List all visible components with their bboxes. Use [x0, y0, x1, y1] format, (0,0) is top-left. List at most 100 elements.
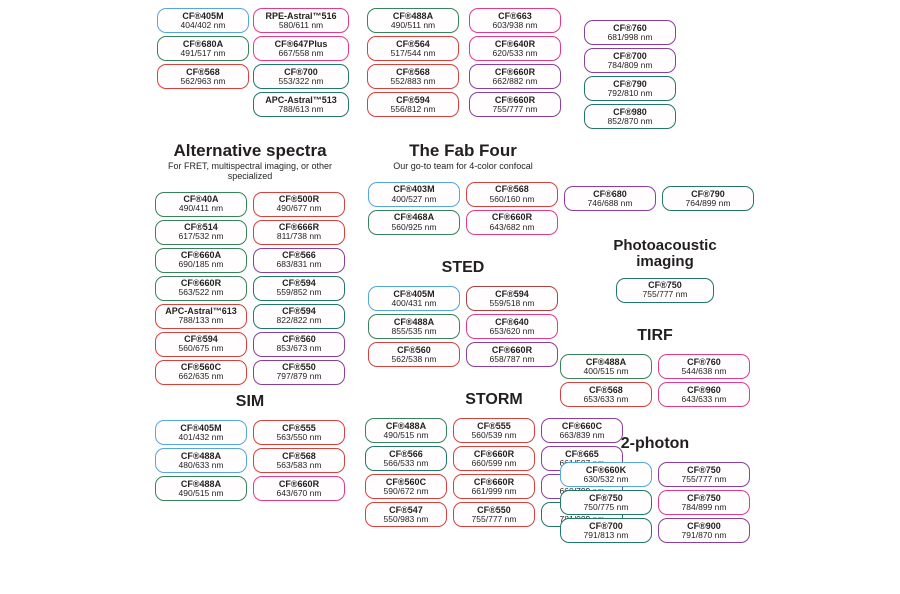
- dye-name: CF®660R: [278, 478, 320, 489]
- dye-wavelengths: 658/787 nm: [489, 353, 535, 364]
- dye-wavelengths: 400/431 nm: [391, 297, 437, 308]
- top-dye-column-3: CF®488A 490/511 nm CF®564 517/544 nm CF®568 5…: [367, 8, 459, 117]
- dye-wavelengths: 559/852 nm: [276, 287, 322, 298]
- dye-name: CF®680A: [182, 38, 224, 49]
- dye-name: CF®594: [282, 278, 316, 289]
- dye-box: CF®555 560/539 nm: [453, 417, 535, 443]
- section-photoacoustic: Photoacoustic imaging CF®750 755/777 nm: [590, 238, 740, 303]
- dye-name: APC-Astral™513: [265, 94, 337, 105]
- dye-box-list: CF®488A 400/515 nm CF®760 544/638 nm CF®568 6…: [560, 353, 750, 407]
- dye-box-list: CF®405M 400/431 nm CF®594 559/518 nm CF®488A…: [363, 285, 563, 367]
- section-title: STED: [441, 259, 485, 276]
- dye-box: CF®488A 490/511 nm: [367, 8, 459, 33]
- dye-wavelengths: 404/402 nm: [180, 19, 226, 30]
- section-title: Alternative spectra: [173, 141, 327, 160]
- dye-name: CF®594: [282, 306, 316, 317]
- dye-name: CF®488A: [585, 356, 627, 367]
- dye-wavelengths: 683/831 nm: [276, 259, 322, 270]
- dye-name: CF®566: [282, 250, 316, 261]
- dye-box: CF®666R 811/738 nm: [253, 219, 345, 245]
- dye-name: CF®403M: [393, 184, 435, 195]
- dye-box-list: CF®488A 490/511 nm CF®564 517/544 nm CF®568 5…: [367, 8, 459, 117]
- dye-name: CF®660R: [473, 476, 515, 487]
- dye-wavelengths: 630/532 nm: [583, 473, 629, 484]
- dye-wavelengths: 560/539 nm: [471, 429, 517, 440]
- dye-wavelengths: 663/839 nm: [559, 429, 605, 440]
- dye-box: CF®790 764/899 nm: [662, 186, 754, 211]
- dye-name: CF®405M: [393, 288, 435, 299]
- dye-name: CF®555: [477, 420, 511, 431]
- dye-wavelengths: 855/535 nm: [391, 325, 437, 336]
- dye-box: CF®405M 400/431 nm: [368, 285, 460, 311]
- section-title: The Fab Four: [409, 141, 517, 160]
- dye-box: APC-Astral™613 788/133 nm: [155, 303, 247, 329]
- dye-wavelengths: 490/515 nm: [178, 487, 224, 498]
- dye-box: CF®488A 855/535 nm: [368, 313, 460, 339]
- dye-name: RPE-Astral™516: [265, 10, 337, 21]
- section-sted: STED CF®405M 400/431 nm CF®594 559/518 nm CF…: [363, 259, 563, 367]
- dye-name: CF®405M: [180, 422, 222, 433]
- dye-wavelengths: 490/515 nm: [383, 429, 429, 440]
- dye-box: CF®488A 490/515 nm: [155, 475, 247, 501]
- dye-name: CF®700: [589, 520, 623, 531]
- dye-wavelengths: 563/550 nm: [276, 431, 322, 442]
- dye-name: CF®566: [389, 448, 423, 459]
- dye-name: CF®594: [495, 288, 529, 299]
- dye-wavelengths: 563/583 nm: [276, 459, 322, 470]
- dye-wavelengths: 617/532 nm: [178, 231, 224, 242]
- section-sim: SIM CF®405M 401/432 nm CF®555 563/550 nm CF®…: [150, 393, 350, 501]
- dye-box: CF®660R 643/670 nm: [253, 475, 345, 501]
- dye-name: CF®568: [282, 450, 316, 461]
- dye-box: CF®550 797/879 nm: [253, 359, 345, 385]
- dye-name: CF®760: [613, 22, 647, 33]
- dye-name: CF®647Plus: [274, 38, 328, 49]
- dye-box: CF®660R 643/682 nm: [466, 209, 558, 235]
- dye-wavelengths: 681/998 nm: [607, 31, 653, 42]
- dye-box: CF®594 559/518 nm: [466, 285, 558, 311]
- dye-box: APC-Astral™513 788/613 nm: [253, 92, 349, 117]
- dye-wavelengths: 811/738 nm: [276, 231, 322, 242]
- dye-wavelengths: 563/522 nm: [178, 287, 224, 298]
- dye-box: CF®680A 491/517 nm: [157, 36, 249, 61]
- dye-name: CF®660R: [180, 278, 222, 289]
- dye-name: CF®488A: [180, 478, 222, 489]
- dye-wavelengths: 746/688 nm: [587, 197, 633, 208]
- dye-name: CF®663: [498, 10, 532, 21]
- dye-box: CF®560 853/673 nm: [253, 331, 345, 357]
- section-title: Photoacoustic imaging: [613, 237, 717, 270]
- section-subtitle: Our go-to team for 4-color confocal: [393, 160, 533, 171]
- dye-box: CF®500R 490/677 nm: [253, 191, 345, 217]
- dye-box: CF®560 562/538 nm: [368, 341, 460, 367]
- dye-box: CF®564 517/544 nm: [367, 36, 459, 61]
- dye-box-list: CF®663 603/938 nm CF®640R 620/533 nm CF®660R…: [469, 8, 561, 117]
- dye-name: CF®750: [687, 492, 721, 503]
- dye-box: CF®594 560/675 nm: [155, 331, 247, 357]
- dye-wavelengths: 750/775 nm: [583, 501, 629, 512]
- dye-name: CF®594: [184, 334, 218, 345]
- dye-wavelengths: 491/517 nm: [180, 47, 226, 58]
- dye-box: CF®640 653/620 nm: [466, 313, 558, 339]
- dye-wavelengths: 560/675 nm: [178, 343, 224, 354]
- section-subtitle: For FRET, multispectral imaging, or othe…: [167, 160, 333, 181]
- dye-box: CF®488A 480/633 nm: [155, 447, 247, 473]
- dye-box: CF®750 784/899 nm: [658, 489, 750, 515]
- dye-box-list: CF®40A 490/411 nm CF®500R 490/677 nm CF®514 6…: [150, 191, 350, 385]
- dye-wavelengths: 852/870 nm: [607, 115, 653, 126]
- dye-wavelengths: 480/633 nm: [178, 459, 224, 470]
- dye-name: CF®560C: [385, 476, 427, 487]
- dye-wavelengths: 400/515 nm: [583, 365, 629, 376]
- dye-box: CF®660R 755/777 nm: [469, 92, 561, 117]
- section-alternative-spectra: Alternative spectra For FRET, multispect…: [150, 142, 350, 385]
- dye-box: CF®550 755/777 nm: [453, 501, 535, 527]
- dye-box-list: CF®760 681/998 nm CF®700 784/809 nm CF®790 79…: [584, 20, 676, 129]
- dye-name: CF®750: [687, 464, 721, 475]
- dye-box: CF®960 643/633 nm: [658, 381, 750, 407]
- dye-name: CF®666R: [278, 222, 320, 233]
- dye-box: CF®660C 663/839 nm: [541, 417, 623, 443]
- dye-wavelengths: 755/777 nm: [492, 103, 538, 114]
- dye-box: CF®700 784/809 nm: [584, 48, 676, 73]
- dye-wavelengths: 822/822 nm: [276, 315, 322, 326]
- dye-name: CF®488A: [393, 316, 435, 327]
- dye-name: CF®560: [397, 344, 431, 355]
- dye-wavelengths: 400/527 nm: [391, 193, 437, 204]
